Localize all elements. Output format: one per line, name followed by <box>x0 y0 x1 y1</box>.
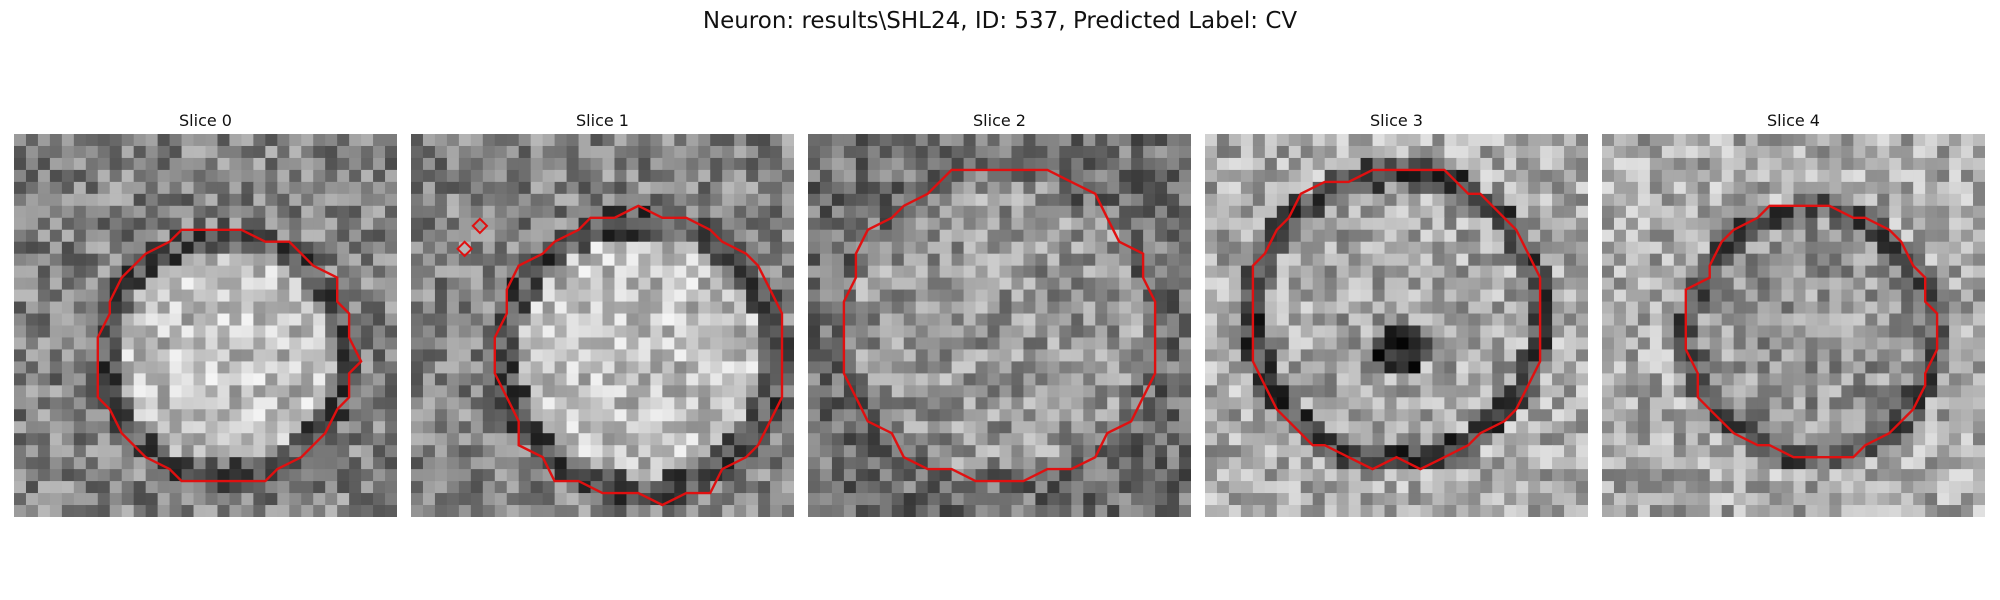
slice-panel-1: Slice 1 <box>411 110 794 517</box>
contour-fragment <box>456 240 474 258</box>
slice-title: Slice 2 <box>973 111 1026 130</box>
slice-panel-0: Slice 0 <box>14 110 397 517</box>
slice-image <box>1205 134 1588 517</box>
contour-outline <box>1251 168 1542 471</box>
slice-title: Slice 4 <box>1767 111 1820 130</box>
slice-image <box>808 134 1191 517</box>
figure-title: Neuron: results\SHL24, ID: 537, Predicte… <box>702 8 1298 34</box>
contour-outline <box>1684 204 1939 459</box>
contour-fragment <box>471 217 489 235</box>
contour-outline <box>96 228 363 483</box>
slice-image <box>411 134 794 517</box>
slice-panel-2: Slice 2 <box>808 110 1191 517</box>
slice-image <box>14 134 397 517</box>
contour-outline <box>842 168 1157 483</box>
slice-title: Slice 1 <box>576 111 629 130</box>
slice-title: Slice 3 <box>1370 111 1423 130</box>
slice-title: Slice 0 <box>179 111 232 130</box>
slice-panel-4: Slice 4 <box>1602 110 1985 517</box>
slice-image <box>1602 134 1985 517</box>
slice-panel-3: Slice 3 <box>1205 110 1588 517</box>
contour-outline <box>493 204 784 507</box>
